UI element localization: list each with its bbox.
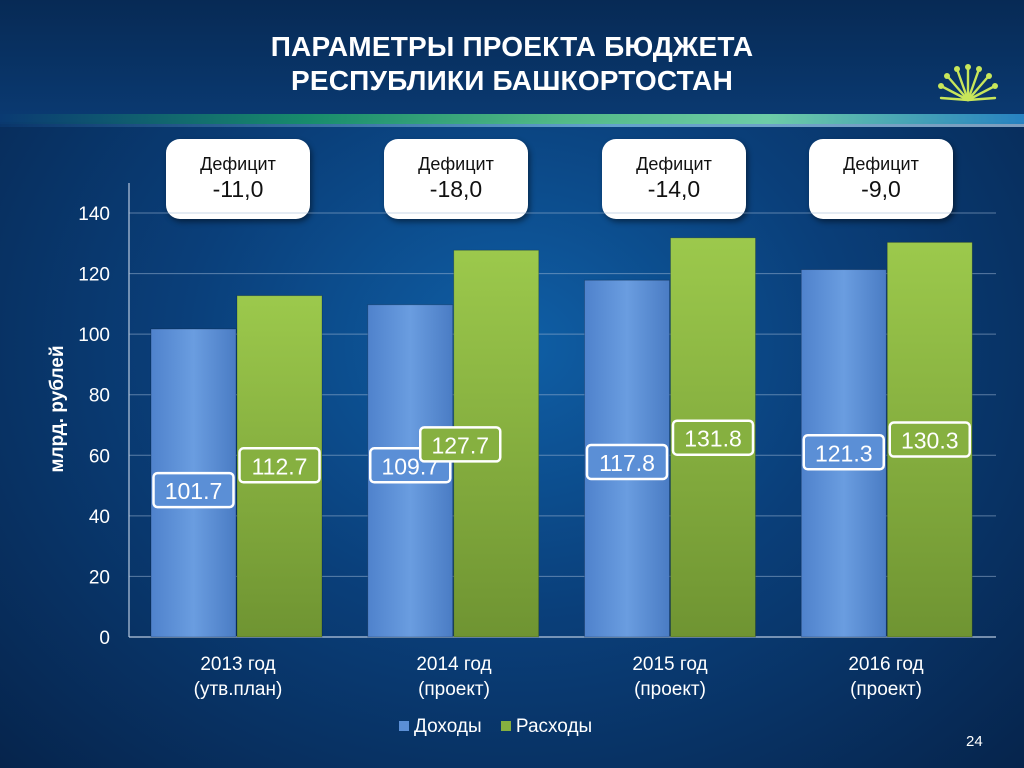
chart-legend: Доходы Расходы <box>399 716 606 738</box>
x-category-status: (проект) <box>850 679 922 700</box>
kurai-flower-logo-icon <box>938 64 998 102</box>
deficit-label: Дефицит <box>418 154 494 174</box>
data-label-expenses: 127.7 <box>431 432 489 458</box>
legend-label-expenses: Расходы <box>515 716 593 737</box>
deficit-value: -9,0 <box>861 176 901 202</box>
x-category-year: 2016 год <box>848 654 924 675</box>
data-label-box-income <box>585 443 669 481</box>
data-label-box-expenses <box>888 421 971 458</box>
x-category-2014: 2014 год (проект) <box>364 652 544 702</box>
legend-label-income: Доходы <box>414 716 482 737</box>
data-label-expenses: 130.3 <box>901 428 959 454</box>
title-line-1: ПАРАМЕТРЫ ПРОЕКТА БЮДЖЕТА <box>270 31 754 62</box>
y-tick-label: 80 <box>89 386 110 407</box>
deficit-label: Дефицит <box>843 154 919 174</box>
legend-item-expenses: Расходы <box>500 716 593 738</box>
y-tick-label: 100 <box>78 325 110 346</box>
data-label-income: 121.3 <box>815 440 873 466</box>
decorative-stripe-highlight <box>0 124 1024 127</box>
data-label-income: 101.7 <box>165 478 223 504</box>
x-category-2013: 2013 год (утв.план) <box>148 652 328 702</box>
y-tick-label: 140 <box>78 204 110 225</box>
x-category-status: (проект) <box>634 679 706 700</box>
legend-swatch-income <box>399 721 409 731</box>
data-label-box-expenses <box>671 419 755 456</box>
deficit-box-2016: Дефицит -9,0 <box>809 139 953 219</box>
data-label-expenses: 131.8 <box>684 426 742 452</box>
page-number: 24 <box>966 733 983 750</box>
y-tick-label: 20 <box>89 567 110 588</box>
y-axis-title: млрд. рублей <box>47 345 68 473</box>
deficit-label: Дефицит <box>636 154 712 174</box>
legend-item-income: Доходы <box>399 716 482 738</box>
deficit-box-2013: Дефицит -11,0 <box>166 139 310 219</box>
x-category-2016: 2016 год (проект) <box>796 652 976 702</box>
legend-swatch-expenses <box>500 721 511 731</box>
x-category-2015: 2015 год (проект) <box>580 652 760 702</box>
title-line-2: РЕСПУБЛИКИ БАШКОРТОСТАН <box>291 65 733 96</box>
x-category-year: 2013 год <box>200 654 276 675</box>
deficit-label: Дефицит <box>200 154 276 174</box>
data-label-box-expenses <box>419 426 502 463</box>
deficit-value: -18,0 <box>429 176 483 202</box>
y-tick-label: 120 <box>78 265 110 286</box>
decorative-stripe <box>0 114 1024 124</box>
data-label-box-income <box>802 434 885 471</box>
data-label-box-income <box>152 471 235 509</box>
deficit-value: -14,0 <box>647 176 701 202</box>
y-tick-label: 0 <box>99 628 110 649</box>
y-tick-label: 60 <box>89 446 110 467</box>
deficit-box-2014: Дефицит -18,0 <box>384 139 528 219</box>
data-label-income: 117.8 <box>599 450 655 476</box>
data-label-box-expenses <box>238 447 321 484</box>
x-category-year: 2015 год <box>632 654 708 675</box>
slide-title: ПАРАМЕТРЫ ПРОЕКТА БЮДЖЕТА РЕСПУБЛИКИ БАШ… <box>0 30 1024 98</box>
data-label-expenses: 112.7 <box>252 453 308 479</box>
x-category-status: (проект) <box>418 679 490 700</box>
y-tick-label: 40 <box>89 507 110 528</box>
title-band <box>0 0 1024 122</box>
deficit-box-2015: Дефицит -14,0 <box>602 139 746 219</box>
x-category-status: (утв.план) <box>193 679 283 700</box>
deficit-value: -11,0 <box>212 176 264 202</box>
x-category-year: 2014 год <box>416 654 492 675</box>
